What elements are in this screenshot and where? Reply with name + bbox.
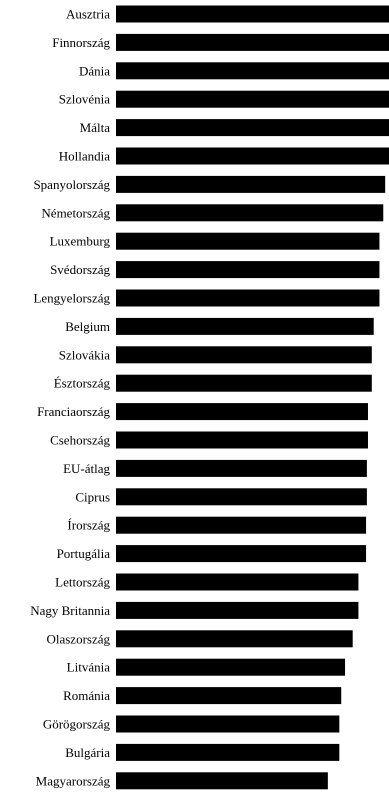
- category-label: Spanyolország: [33, 177, 110, 192]
- category-labels: Ausztria Finnország Dánia Szlovénia Málta Hol…: [30, 7, 110, 789]
- bar: [116, 374, 372, 392]
- bar: [116, 5, 389, 23]
- category-label: Bulgária: [65, 745, 110, 760]
- bar: [116, 175, 386, 193]
- bar: [116, 403, 368, 421]
- bar: [116, 317, 374, 335]
- bar: [116, 90, 389, 108]
- bar: [116, 573, 359, 591]
- bar: [116, 545, 367, 563]
- category-label: Ausztria: [66, 7, 110, 22]
- category-label: Szlovénia: [59, 92, 110, 107]
- bar: [116, 715, 340, 733]
- category-label: Észtország: [54, 376, 111, 391]
- category-label: Csehország: [50, 433, 110, 448]
- category-label: Finnország: [52, 35, 110, 50]
- category-label: Portugália: [57, 546, 111, 561]
- category-label: Németország: [41, 205, 110, 220]
- category-label: Belgium: [65, 319, 110, 334]
- bar: [116, 119, 389, 137]
- category-label: Svédország: [50, 262, 110, 277]
- bar: [116, 743, 340, 761]
- category-label: Olaszország: [46, 631, 110, 646]
- bar: [116, 346, 372, 364]
- bar: [116, 147, 389, 165]
- bar: [116, 289, 380, 307]
- bar: [116, 772, 328, 790]
- category-label: Luxemburg: [50, 234, 111, 249]
- bar: [116, 601, 359, 619]
- category-label: Franciaország: [37, 404, 110, 419]
- bar: [116, 62, 389, 80]
- bar: [116, 459, 367, 477]
- category-label: Lengyelország: [33, 291, 110, 306]
- bar: [116, 431, 368, 449]
- category-label: Románia: [63, 688, 110, 703]
- category-label: Magyarország: [36, 773, 111, 788]
- category-label: Szlovákia: [59, 347, 110, 362]
- bar: [116, 630, 353, 648]
- bar: [116, 687, 342, 705]
- bar: [116, 204, 384, 222]
- category-label: Litvánia: [67, 660, 111, 675]
- category-label: Hollandia: [59, 149, 110, 164]
- bar: [116, 488, 367, 506]
- category-label: Görögország: [43, 717, 111, 732]
- bar: [116, 261, 380, 279]
- category-label: Dánia: [79, 63, 110, 78]
- bars: [116, 5, 389, 790]
- bar: [116, 516, 367, 534]
- bar: [116, 232, 380, 250]
- category-label: Ciprus: [75, 489, 110, 504]
- category-label: Lettország: [55, 575, 110, 590]
- category-label: Málta: [80, 120, 111, 135]
- bar: [116, 33, 389, 51]
- category-label: EU-átlag: [63, 461, 110, 476]
- bar: [116, 658, 346, 676]
- category-label: Nagy Britannia: [30, 603, 110, 618]
- category-label: Írország: [67, 518, 110, 533]
